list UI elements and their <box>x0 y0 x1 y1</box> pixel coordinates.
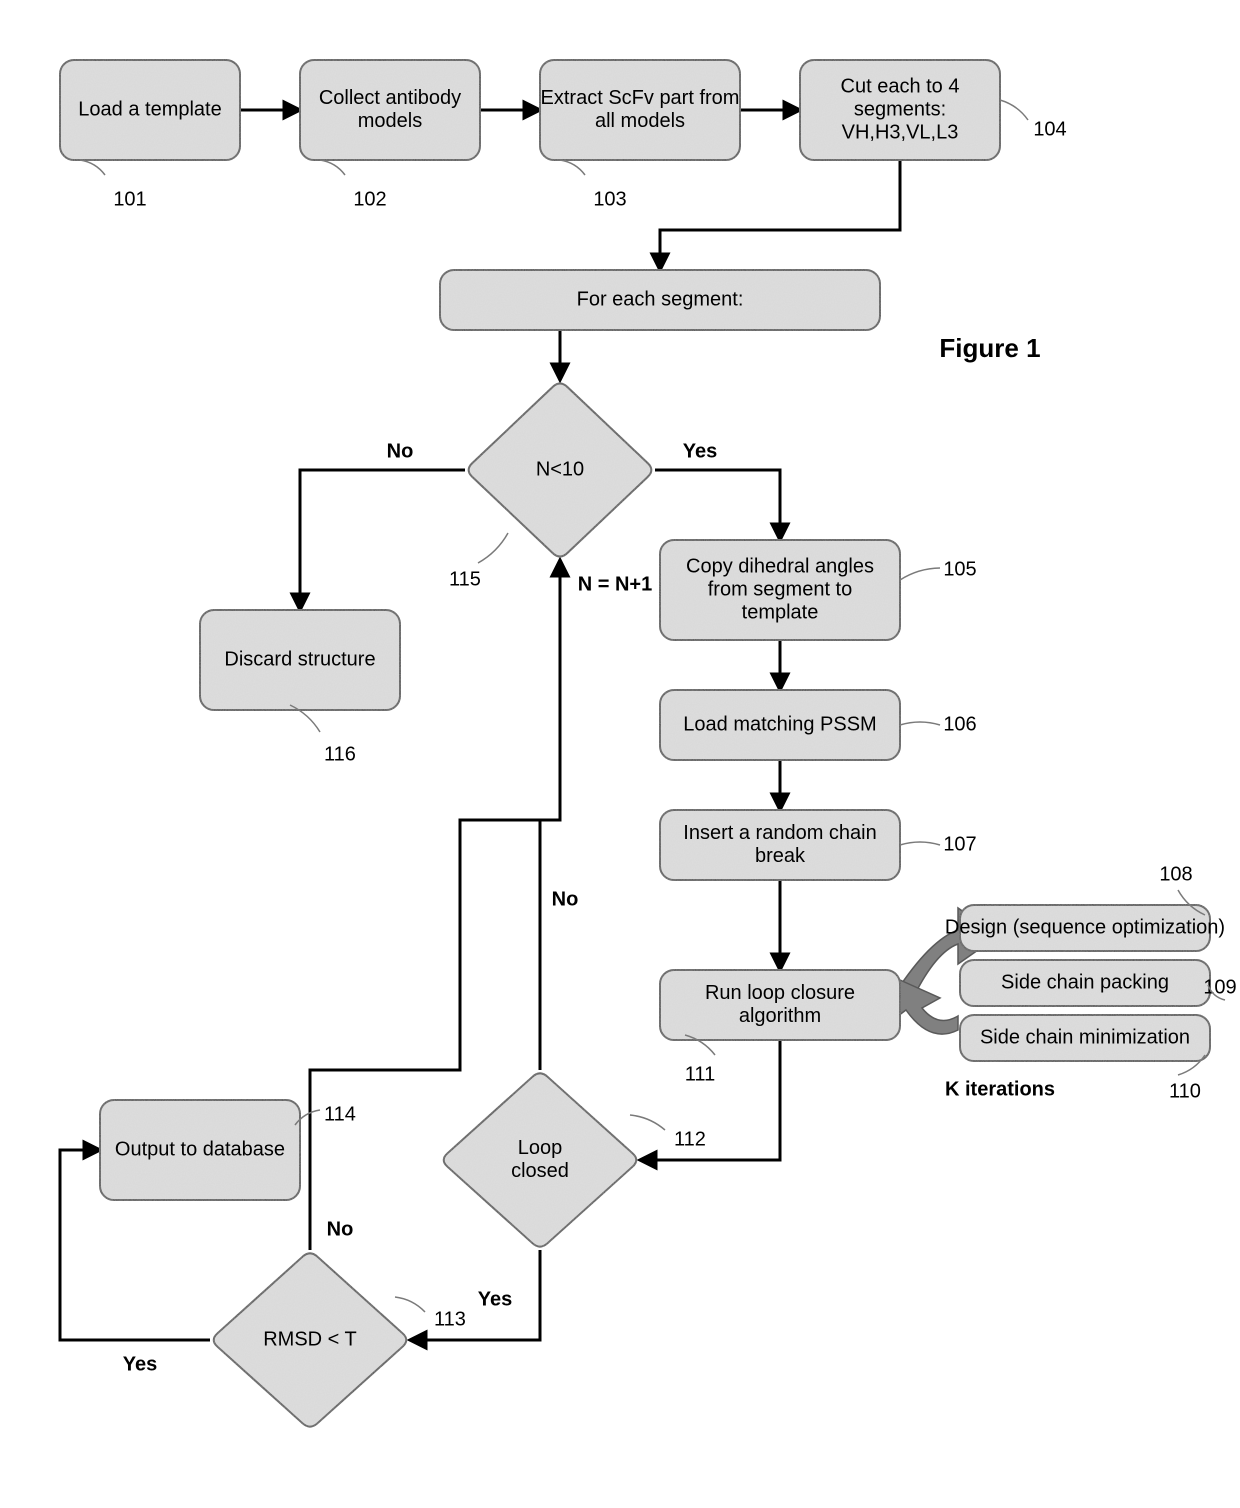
increment-label: N = N+1 <box>578 573 652 595</box>
edge-label-yes: Yes <box>683 440 717 462</box>
node-text: Run loop closure <box>705 982 855 1004</box>
node-text: Side chain packing <box>1001 971 1169 993</box>
node-text: RMSD < T <box>263 1328 357 1350</box>
edge-label-no: No <box>327 1218 354 1240</box>
ref-number-105: 105 <box>943 558 976 580</box>
ref-number-115: 115 <box>449 568 481 590</box>
node-n107: Insert a random chainbreak <box>660 810 900 880</box>
ref-number-106: 106 <box>943 713 976 735</box>
node-n102: Collect antibodymodels <box>300 60 480 160</box>
node-text: Extract ScFv part from <box>541 87 740 109</box>
node-text: all models <box>595 110 685 132</box>
edge <box>410 1250 540 1340</box>
node-text: VH,H3,VL,L3 <box>842 121 959 143</box>
leader-line <box>900 722 940 725</box>
edge <box>540 560 560 1070</box>
ref-number-114: 114 <box>324 1103 356 1125</box>
ref-number-107: 107 <box>943 833 976 855</box>
node-text: Side chain minimization <box>980 1026 1190 1048</box>
ref-number-103: 103 <box>593 188 626 210</box>
node-nForEach: For each segment: <box>440 270 880 330</box>
edge-label-yes: Yes <box>478 1288 512 1310</box>
node-text: Output to database <box>115 1138 285 1160</box>
edge-label-no: No <box>387 440 414 462</box>
nodes-layer: Load a template 101 Collect antibodymodels… <box>60 60 1237 1427</box>
edge-label-yes: Yes <box>123 1353 157 1375</box>
leader-line <box>1000 100 1028 120</box>
node-text: segments: <box>854 98 946 120</box>
node-text: models <box>358 110 422 132</box>
leader-line <box>900 568 940 580</box>
flowchart-canvas: Figure 1 No Yes No Yes No Yes K iterations N = N… <box>0 0 1240 1508</box>
node-n114: Output to database <box>100 1100 300 1200</box>
node-n103: Extract ScFv part fromall models <box>540 60 740 160</box>
leader-line <box>320 160 345 175</box>
ref-number-116: 116 <box>324 743 356 765</box>
node-n104: Cut each to 4segments:VH,H3,VL,L3 <box>800 60 1000 160</box>
node-n111: Run loop closurealgorithm <box>660 970 900 1040</box>
node-text: Copy dihedral angles <box>686 555 874 577</box>
edge <box>660 160 900 270</box>
ref-number-113: 113 <box>434 1308 466 1330</box>
node-text: Cut each to 4 <box>841 75 960 97</box>
leader-line <box>395 1297 425 1312</box>
node-n110: Side chain minimization <box>960 1015 1210 1061</box>
node-text: Load a template <box>78 98 221 120</box>
node-d112: Loopclosed <box>444 1073 637 1246</box>
ref-number-112: 112 <box>674 1128 706 1150</box>
iterations-label: K iterations <box>945 1078 1055 1100</box>
ref-number-111: 111 <box>685 1063 715 1085</box>
node-n105: Copy dihedral anglesfrom segment totempl… <box>660 540 900 640</box>
ref-number-101: 101 <box>113 188 146 210</box>
node-text: For each segment: <box>577 288 744 310</box>
leader-line <box>560 160 585 175</box>
ref-number-104: 104 <box>1033 118 1066 140</box>
node-text: Design (sequence optimization) <box>945 916 1225 938</box>
edge <box>300 470 465 610</box>
node-n106: Load matching PSSM <box>660 690 900 760</box>
node-d115: N<10 <box>469 383 652 556</box>
edge <box>640 1040 780 1160</box>
edge <box>655 470 780 540</box>
node-text: Collect antibody <box>319 87 461 109</box>
node-text: template <box>742 601 819 623</box>
ref-number-108: 108 <box>1159 863 1192 885</box>
edge-label-no: No <box>552 888 579 910</box>
node-d113: RMSD < T <box>214 1253 407 1426</box>
node-text: Loop <box>518 1137 563 1159</box>
leader-line <box>478 533 508 563</box>
node-text: closed <box>511 1160 569 1182</box>
node-text: N<10 <box>536 458 584 480</box>
node-n108: Design (sequence optimization) <box>945 905 1225 951</box>
leader-line <box>80 160 105 175</box>
node-n109: Side chain packing <box>960 960 1210 1006</box>
node-text: Load matching PSSM <box>683 713 876 735</box>
node-n116: Discard structure <box>200 610 400 710</box>
node-text: from segment to <box>708 578 853 600</box>
node-text: algorithm <box>739 1005 821 1027</box>
node-text: Discard structure <box>224 648 375 670</box>
leader-line <box>900 842 940 845</box>
node-text: break <box>755 845 806 867</box>
figure-title: Figure 1 <box>939 333 1040 363</box>
ref-number-102: 102 <box>353 188 386 210</box>
node-n101: Load a template <box>60 60 240 160</box>
leader-line <box>630 1115 665 1130</box>
ref-number-110: 110 <box>1169 1080 1201 1102</box>
node-text: Insert a random chain <box>683 822 876 844</box>
